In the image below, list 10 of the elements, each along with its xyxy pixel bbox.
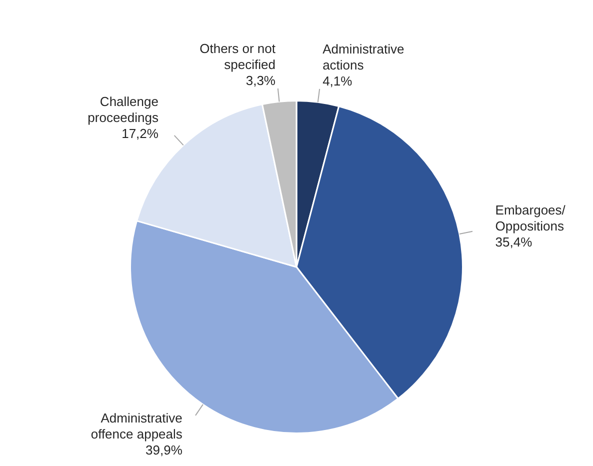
data-label: 3,3% [246,72,276,88]
slice-label: Challenge proceedings [88,94,159,125]
data-label: 4,1% [322,73,353,88]
data-label: 17,2% [122,126,159,141]
slice-label: Others or not specified [200,40,276,72]
data-label: 39,9% [146,442,183,458]
data-label: 35,4% [495,234,533,250]
slice-label: Administrative actions [322,41,404,72]
slice-label: Embargoes/ Oppositions [495,202,566,234]
slice-label: Administrative offence appeals [90,410,183,442]
